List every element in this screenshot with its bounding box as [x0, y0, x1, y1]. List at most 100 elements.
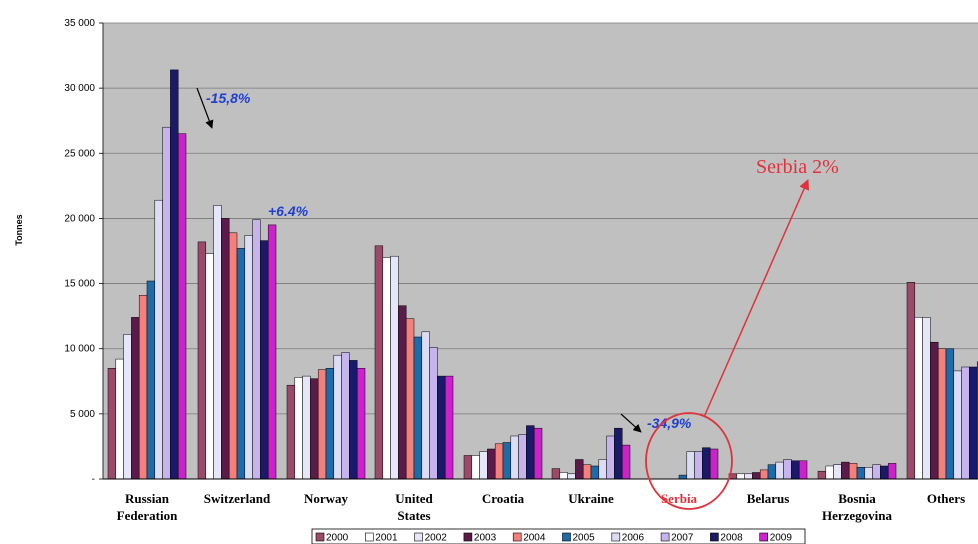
bar-2002: [123, 334, 132, 480]
y-tick-label: 25 000: [64, 148, 95, 159]
bar-2005: [767, 464, 777, 480]
bar-2009: [709, 448, 719, 480]
bar-2007: [783, 459, 792, 480]
bar-2009: [533, 427, 543, 480]
bar-2001: [205, 253, 214, 480]
x-tick-label: Croatia: [482, 491, 525, 506]
bar-2004: [848, 463, 858, 480]
bar-2009: [444, 375, 454, 480]
bar-2007: [429, 347, 438, 480]
bar-2006: [686, 451, 695, 480]
legend-swatch: [315, 532, 325, 542]
annotations: -15,8%+6.4%-34,9%Serbia 2%: [196, 87, 839, 510]
x-tick-label: Bosnia: [838, 491, 876, 506]
bar-2003: [841, 461, 850, 480]
x-tick-label: Federation: [117, 508, 178, 523]
bar-2003: [310, 378, 319, 480]
legend-label: 2008: [720, 533, 743, 544]
bar-2005: [856, 467, 866, 480]
bar-2006: [598, 459, 607, 480]
bar-2003: [221, 218, 230, 480]
bar-2000: [374, 245, 384, 480]
bar-2000: [551, 468, 561, 480]
callout-label: Serbia 2%: [756, 156, 839, 178]
annotation-label: -15,8%: [206, 90, 251, 106]
bar-2001: [382, 257, 391, 480]
legend-swatch: [759, 532, 769, 542]
x-tick-label: Herzegovina: [822, 508, 893, 523]
bar-2008: [969, 366, 978, 480]
bar-2006: [510, 435, 519, 480]
bar-2002: [744, 473, 753, 480]
legend-box: [311, 528, 806, 544]
bar-2004: [494, 443, 504, 480]
x-tick-label: Norway: [304, 491, 349, 506]
bar-2000: [817, 470, 827, 480]
annotation-label: +6.4%: [268, 203, 309, 219]
bar-2005: [590, 465, 600, 480]
legend-swatch: [611, 532, 621, 542]
bar-2007: [252, 219, 261, 480]
bar-2003: [930, 341, 939, 480]
legend-label: 2005: [573, 533, 596, 544]
bar-2003: [487, 448, 496, 480]
bar-2009: [177, 133, 187, 480]
bar-2000: [906, 282, 916, 480]
bar-2002: [567, 473, 576, 480]
bar-2008: [349, 360, 358, 480]
legend-label: 2001: [375, 533, 398, 544]
bar-2008: [614, 427, 623, 480]
bar-2008: [702, 447, 711, 480]
y-axis-label: Tonnes: [14, 214, 24, 245]
bar-2005: [146, 280, 156, 480]
bar-2005: [678, 474, 688, 480]
bar-2007: [162, 126, 171, 480]
bar-2002: [213, 205, 222, 480]
bar-2007: [341, 352, 350, 480]
bar-2000: [107, 368, 117, 480]
bar-2004: [138, 295, 148, 480]
bar-2006: [244, 235, 253, 480]
bar-2002: [833, 464, 842, 480]
bar-2009: [798, 460, 808, 480]
y-tick-label: 20 000: [64, 213, 95, 224]
bar-2006: [953, 370, 962, 480]
bar-2006: [775, 461, 784, 480]
x-tick-label: Others: [927, 491, 965, 506]
bar-2007: [518, 434, 527, 480]
bar-2008: [791, 460, 800, 480]
bar-2008: [880, 465, 889, 480]
y-tick-label: 35 000: [64, 18, 95, 29]
bar-2004: [317, 369, 327, 480]
bar-2006: [421, 331, 430, 480]
legend: 2000 2001 2002 2003 2004 2005 2006 2007 2008 2009: [311, 528, 806, 544]
bar-2009: [621, 444, 631, 480]
x-tick-label: Serbia: [661, 491, 698, 506]
bar-2001: [736, 473, 745, 480]
bar-2001: [559, 472, 568, 480]
y-tick-label: 10 000: [64, 344, 95, 355]
bar-2001: [294, 377, 303, 480]
bar-2005: [413, 336, 423, 480]
x-tick-label: United: [395, 491, 433, 506]
serbia-highlight-circle: [645, 412, 733, 510]
bar-2001: [914, 317, 923, 480]
bar-2001: [115, 358, 124, 480]
bar-2005: [502, 442, 512, 480]
callout-arrow: [703, 179, 810, 418]
legend-label: 2002: [425, 533, 448, 544]
legend-swatch: [660, 532, 670, 542]
legend-label: 2004: [523, 533, 546, 544]
bars: [107, 69, 978, 480]
legend-swatch: [414, 532, 423, 542]
y-tick-label: 30 000: [64, 83, 95, 94]
legend-swatch: [463, 532, 473, 542]
bar-2003: [575, 459, 584, 480]
legend-swatch: [364, 532, 374, 542]
bar-2008: [260, 240, 269, 480]
y-tick-label: -: [92, 474, 95, 485]
x-tick-label: Russian: [125, 491, 170, 506]
bar-2008: [437, 375, 446, 480]
bar-2006: [154, 199, 163, 480]
